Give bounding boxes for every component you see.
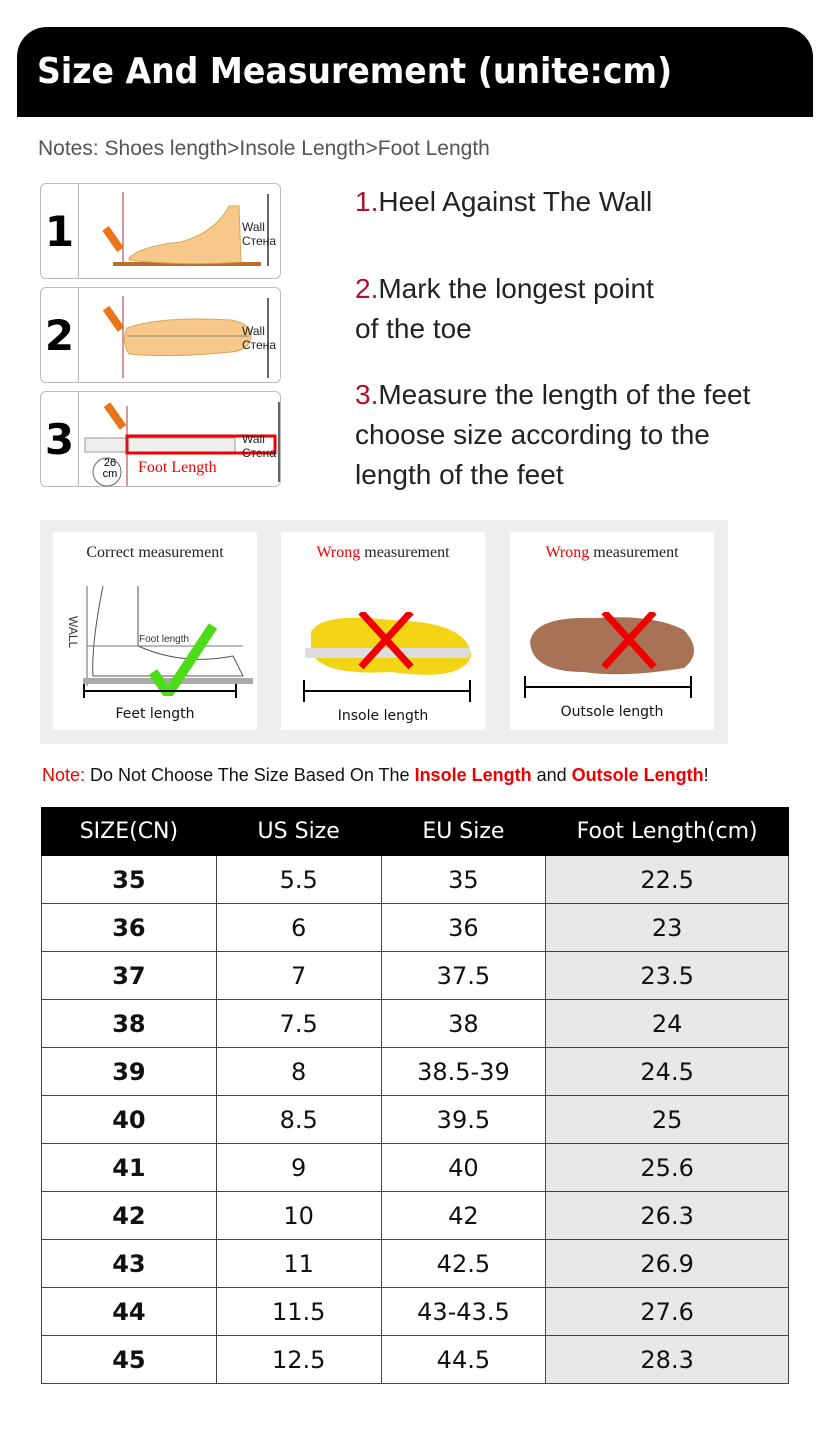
table-cell: 44.5 [380, 1335, 547, 1384]
table-cell: 36 [380, 903, 547, 952]
table-cell: 5.5 [215, 855, 382, 904]
insole-measurement-card: Wrong measurement Insole length [281, 532, 485, 730]
table-header-row: SIZE(CN) US Size EU Size Foot Length(cm) [41, 807, 789, 856]
table-cell: 7 [215, 951, 382, 1000]
table-cell: 10 [215, 1191, 382, 1240]
table-cell: 43-43.5 [380, 1287, 547, 1336]
table-cell: 40 [41, 1095, 217, 1144]
table-cell: 25.6 [545, 1143, 789, 1192]
table-row: 38 7.5 38 24 [41, 999, 789, 1048]
cross-icon [530, 612, 694, 675]
table-cell: 11 [215, 1239, 382, 1288]
check-icon: WALL Foot length [66, 585, 253, 696]
table-cell: 37 [41, 951, 217, 1000]
step-number: 3 [41, 392, 79, 486]
table-cell: 35 [41, 855, 217, 904]
table-cell: 39 [41, 1047, 217, 1096]
table-cell: 9 [215, 1143, 382, 1192]
foot-top-icon [102, 296, 269, 378]
table-cell: 37.5 [380, 951, 547, 1000]
table-row: 37 7 37.5 23.5 [41, 951, 789, 1000]
table-cell: 39.5 [380, 1095, 547, 1144]
measurement-comparison: Correct measurement WALL Foot length Feet… [40, 520, 728, 744]
step-3-illustration: 3 26 cm Foot Length Wall Стена [40, 391, 281, 487]
table-cell: 44 [41, 1287, 217, 1336]
table-cell: 35 [380, 855, 547, 904]
table-cell: 26.9 [545, 1239, 789, 1288]
table-cell: 24 [545, 999, 789, 1048]
table-cell: 45 [41, 1335, 217, 1384]
page-title: Size And Measurement (unite:cm) [37, 51, 673, 92]
ruler-icon [84, 402, 280, 487]
table-cell: 38 [41, 999, 217, 1048]
cross-icon [305, 612, 471, 675]
header-eu-size: EU Size [380, 807, 547, 856]
table-cell: 8.5 [215, 1095, 382, 1144]
table-cell: 42 [380, 1191, 547, 1240]
table-cell: 26.3 [545, 1191, 789, 1240]
table-cell: 42 [41, 1191, 217, 1240]
table-row: 41 9 40 25.6 [41, 1143, 789, 1192]
table-cell: 36 [41, 903, 217, 952]
notes-text: Notes: Shoes length>Insole Length>Foot L… [38, 137, 490, 160]
header-foot-length: Foot Length(cm) [545, 807, 789, 856]
size-table: SIZE(CN) US Size EU Size Foot Length(cm)… [41, 807, 789, 1384]
header-size-cn: SIZE(CN) [41, 807, 217, 856]
table-cell: 6 [215, 903, 382, 952]
table-cell: 43 [41, 1239, 217, 1288]
wall-label: Wall Стена [241, 432, 276, 460]
step-2-illustration: 2 Wall Стена [40, 287, 281, 383]
wall-label: Wall Стена [241, 220, 276, 248]
table-cell: 41 [41, 1143, 217, 1192]
table-cell: 11.5 [215, 1287, 382, 1336]
table-row: 39 8 38.5-39 24.5 [41, 1047, 789, 1096]
table-row: 45 12.5 44.5 28.3 [41, 1335, 789, 1384]
correct-measurement-card: Correct measurement WALL Foot length Feet… [53, 532, 257, 730]
table-cell: 38 [380, 999, 547, 1048]
table-row: 36 6 36 23 [41, 903, 789, 952]
foot-length-label: Foot Length [138, 459, 217, 476]
table-row: 35 5.5 35 22.5 [41, 855, 789, 904]
table-row: 43 11 42.5 26.9 [41, 1239, 789, 1288]
table-cell: 27.6 [545, 1287, 789, 1336]
outsole-measurement-card: Wrong measurement Outsole length [510, 532, 714, 730]
table-cell: 40 [380, 1143, 547, 1192]
step-1-illustration: 1 Wall Стена [40, 183, 281, 279]
table-cell: 23 [545, 903, 789, 952]
instruction-3: 3.Measure the length of the feet choose s… [355, 379, 751, 490]
size-warning-note: Note: Do Not Choose The Size Based On Th… [42, 765, 709, 785]
table-cell: 38.5-39 [380, 1047, 547, 1096]
step-number: 1 [41, 184, 79, 278]
table-cell: 7.5 [215, 999, 382, 1048]
ruler-reading: 26 cm [102, 457, 118, 480]
table-row: 40 8.5 39.5 25 [41, 1095, 789, 1144]
foot-side-icon [102, 192, 269, 266]
table-cell: 23.5 [545, 951, 789, 1000]
table-cell: 22.5 [545, 855, 789, 904]
instruction-2: 2.Mark the longest point of the toe [355, 273, 654, 344]
table-cell: 28.3 [545, 1335, 789, 1384]
svg-text:Foot length: Foot length [139, 634, 189, 645]
table-row: 44 11.5 43-43.5 27.6 [41, 1287, 789, 1336]
table-row: 42 10 42 26.3 [41, 1191, 789, 1240]
table-cell: 24.5 [545, 1047, 789, 1096]
table-cell: 12.5 [215, 1335, 382, 1384]
svg-text:WALL: WALL [66, 616, 80, 649]
step-number: 2 [41, 288, 79, 382]
instruction-1: 1.Heel Against The Wall [355, 186, 653, 217]
table-cell: 8 [215, 1047, 382, 1096]
table-cell: 25 [545, 1095, 789, 1144]
title-banner: Size And Measurement (unite:cm) [17, 27, 813, 117]
header-us-size: US Size [215, 807, 382, 856]
table-cell: 42.5 [380, 1239, 547, 1288]
wall-label: Wall Стена [241, 324, 276, 352]
